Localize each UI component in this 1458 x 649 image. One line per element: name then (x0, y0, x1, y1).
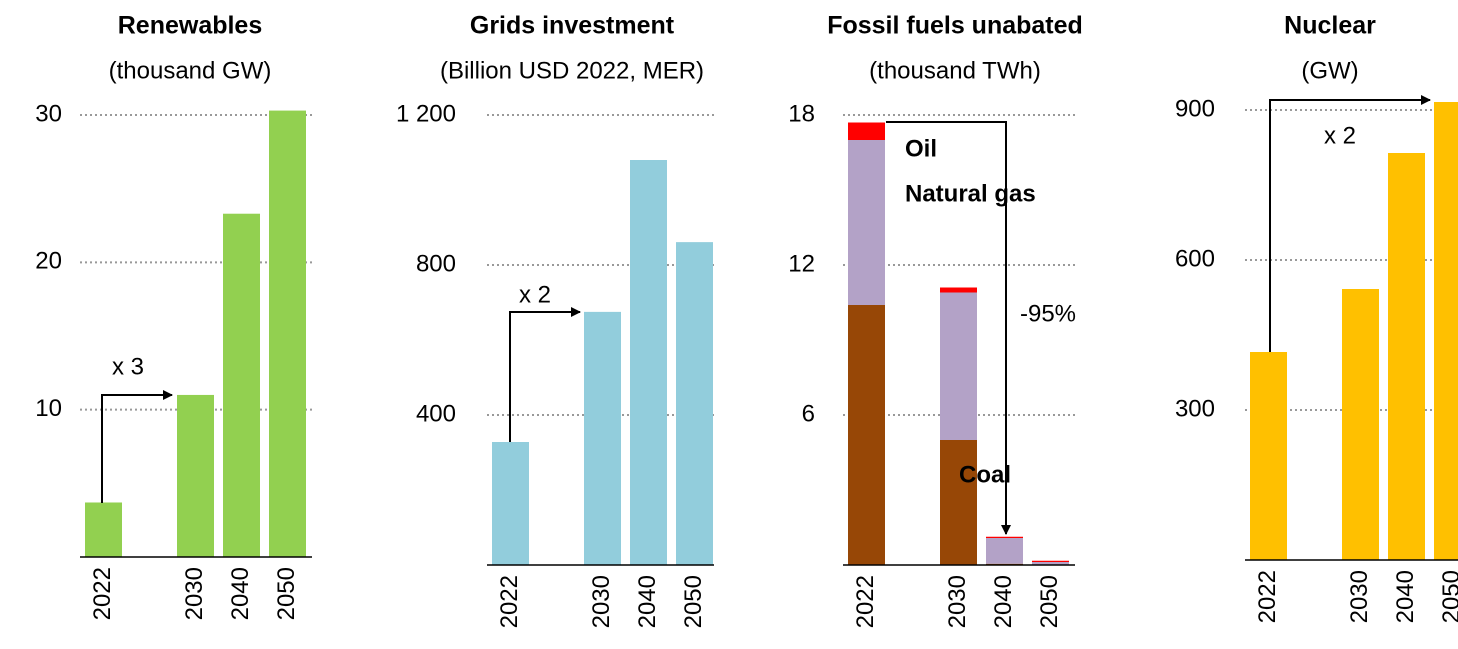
chart-title: Renewables (118, 12, 263, 40)
bar-segment (1032, 560, 1069, 562)
y-tick-label: 18 (788, 100, 815, 127)
x-tick-label: 2030 (181, 567, 208, 620)
legend-label: Natural gas (905, 180, 1036, 207)
annotation: -95% (1020, 300, 1076, 327)
bar-segment (848, 305, 885, 565)
x-tick-label: 2040 (634, 575, 661, 628)
arrow (1269, 95, 1431, 352)
chart-title: Grids investment (470, 12, 675, 40)
legend-label: Coal (959, 461, 1011, 488)
annotation: x 2 (519, 281, 551, 308)
x-tick-label: 2050 (680, 575, 707, 628)
y-tick-label: 6 (802, 400, 815, 427)
x-tick-label: 2050 (1036, 575, 1063, 628)
bar-segment (940, 287, 977, 293)
chart-subtitle: (thousand TWh) (869, 57, 1041, 84)
y-tick-label: 600 (1175, 245, 1215, 272)
y-tick-label: 30 (35, 100, 62, 127)
annotation: x 2 (1324, 122, 1356, 149)
y-tick-label: 800 (416, 250, 456, 277)
bar-segment (1032, 562, 1069, 565)
bar-segment (848, 122, 885, 140)
bar (177, 394, 214, 557)
chart-subtitle: (Billion USD 2022, MER) (440, 57, 704, 84)
bar (1388, 153, 1425, 560)
bar (85, 502, 122, 557)
bar-segment (986, 536, 1023, 538)
y-tick-label: 20 (35, 248, 62, 275)
y-tick-label: 300 (1175, 395, 1215, 422)
bar-segment (940, 440, 977, 565)
bar (223, 213, 260, 558)
x-tick-label: 2022 (496, 575, 523, 628)
arrow (509, 307, 581, 442)
x-tick-label: 2022 (852, 575, 879, 628)
x-tick-label: 2030 (1346, 570, 1373, 623)
annotation: x 3 (112, 353, 144, 380)
x-tick-label: 2022 (89, 567, 116, 620)
y-tick-label: 1 200 (396, 100, 456, 127)
x-tick-label: 2030 (944, 575, 971, 628)
chart-title: Nuclear (1284, 12, 1376, 40)
x-tick-label: 2040 (1392, 570, 1419, 623)
bar (1342, 289, 1379, 560)
y-tick-label: 400 (416, 400, 456, 427)
bar-segment (986, 538, 1023, 564)
x-tick-label: 2040 (227, 567, 254, 620)
x-tick-label: 2022 (1254, 570, 1281, 623)
arrow (886, 121, 1011, 535)
y-tick-label: 900 (1175, 95, 1215, 122)
bar (676, 242, 713, 565)
bar-segment (848, 140, 885, 305)
chart-title: Fossil fuels unabated (827, 12, 1083, 40)
bar (630, 160, 667, 565)
x-tick-label: 2040 (990, 575, 1017, 628)
bar (269, 110, 306, 557)
bar (1434, 102, 1458, 560)
chart-subtitle: (GW) (1301, 57, 1358, 84)
arrows (101, 95, 1431, 535)
bar (1250, 352, 1287, 560)
x-tick-label: 2050 (1438, 570, 1458, 623)
x-tick-label: 2030 (588, 575, 615, 628)
chart-subtitle: (thousand GW) (109, 57, 272, 84)
bar (584, 311, 621, 565)
arrow (101, 390, 173, 503)
y-tick-label: 12 (788, 250, 815, 277)
x-tick-label: 2050 (273, 567, 300, 620)
legend-label: Oil (905, 135, 937, 162)
bar (492, 442, 529, 565)
bar-segment (940, 292, 977, 440)
y-tick-label: 10 (35, 395, 62, 422)
